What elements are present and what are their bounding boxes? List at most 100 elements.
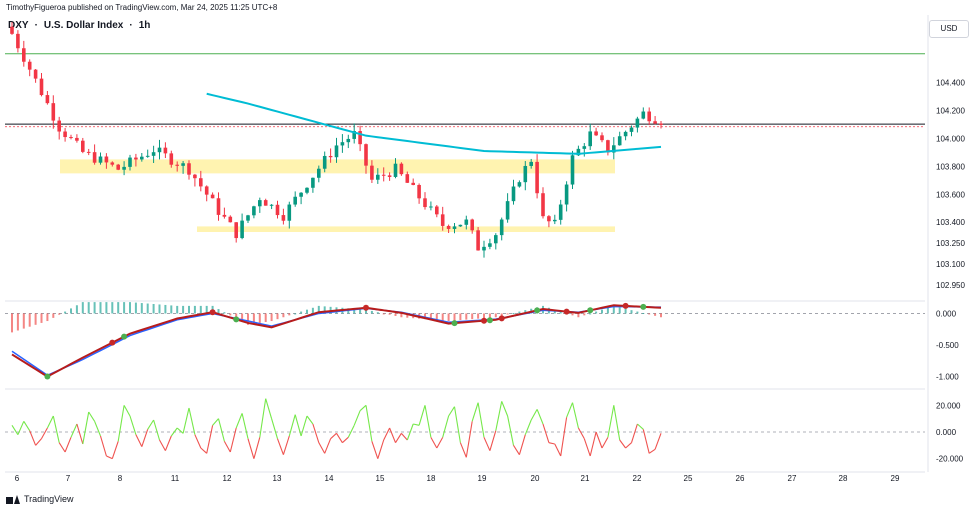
oscillator-line [413, 423, 420, 426]
oscillator-line [566, 402, 574, 418]
macd-histogram-bar [52, 313, 55, 318]
oscillator-line [52, 415, 60, 443]
x-axis-tick: 11 [171, 474, 180, 483]
crossover-dot [109, 339, 116, 346]
oscillator-line [430, 437, 438, 449]
candle-body [352, 131, 356, 139]
oscillator-line [117, 405, 125, 442]
oscillator-line [465, 421, 473, 458]
candle-body [476, 230, 480, 251]
macd-histogram-bar [64, 311, 67, 314]
oscillator-line [530, 409, 538, 421]
oscillator-line [424, 405, 432, 438]
candle-body [193, 174, 197, 179]
candle-body [246, 215, 250, 221]
candle-body [387, 175, 392, 177]
candle-body [600, 135, 604, 141]
macd-histogram-bar [164, 304, 167, 314]
candle-body [128, 157, 132, 167]
candle-body [499, 219, 504, 236]
macd-histogram-bar [601, 309, 603, 314]
y-axis-tick-main: 103.100 [936, 260, 965, 269]
oscillator-line [436, 437, 444, 449]
tradingview-logo-icon [6, 494, 20, 504]
oscillator-line [135, 434, 143, 447]
x-axis-tick: 22 [633, 474, 642, 483]
candle-body [558, 204, 563, 220]
macd-histogram-bar [117, 302, 120, 314]
macd-histogram-bar [282, 313, 285, 318]
macd-histogram-bar [58, 313, 61, 315]
macd-histogram-bar [382, 313, 385, 315]
candle-body [39, 78, 44, 96]
x-axis-tick: 15 [376, 474, 385, 483]
candle-body [163, 147, 168, 154]
oscillator-line [607, 405, 615, 438]
oscillator-line [595, 431, 603, 449]
macd-histogram-bar [176, 305, 179, 314]
macd-histogram-bar [99, 302, 102, 314]
oscillator-line [336, 433, 343, 443]
y-axis-tick-main: 104.400 [936, 79, 965, 88]
candle-body [576, 148, 581, 156]
support-zone [197, 226, 615, 232]
oscillator-line [288, 414, 296, 437]
currency-button[interactable]: USD [929, 20, 969, 38]
macd-histogram-bar [182, 305, 185, 314]
oscillator-line [17, 421, 25, 435]
macd-histogram-bar [252, 313, 255, 324]
y-axis-tick-main: 102.950 [936, 281, 965, 290]
macd-histogram-bar [435, 313, 438, 321]
oscillator-line [548, 442, 555, 445]
oscillator-line [312, 423, 320, 443]
macd-histogram-bar [595, 311, 598, 314]
oscillator-line [442, 415, 450, 438]
macd-histogram-bar [241, 313, 244, 322]
x-axis-tick: 12 [223, 474, 232, 483]
oscillator-line [365, 405, 373, 442]
chart-title: DXY · U.S. Dollar Index · 1h [8, 20, 150, 31]
macd-histogram-bar [488, 313, 491, 318]
macd-histogram-bar [199, 305, 202, 314]
macd-histogram-bar [229, 313, 232, 316]
resistance-zone [60, 159, 615, 174]
macd-histogram-bar [654, 313, 657, 316]
macd-histogram-bar [134, 302, 137, 314]
macd-histogram-bar [152, 304, 155, 314]
y-axis-tick-oscillator: -20.000 [936, 455, 964, 464]
macd-line [11, 304, 662, 378]
oscillator-line [76, 423, 84, 445]
candle-body [399, 163, 404, 175]
crossover-dot [498, 315, 505, 322]
macd-histogram-bar [223, 312, 226, 314]
candle-body [134, 157, 138, 160]
macd-histogram-bar [264, 313, 267, 322]
candle-body [81, 140, 85, 152]
oscillator-line [619, 439, 627, 449]
candle-body [311, 177, 315, 188]
symbol-name: U.S. Dollar Index [43, 20, 124, 31]
oscillator-line [418, 405, 426, 426]
footer-brand[interactable]: TradingView [6, 494, 74, 504]
oscillator-line [64, 437, 72, 453]
candle-body [594, 131, 598, 136]
x-axis-tick: 25 [684, 474, 693, 483]
macd-histogram-bar [359, 309, 362, 314]
macd-histogram-bar [170, 305, 173, 314]
candle-body [263, 200, 268, 206]
macd-histogram-bar [188, 305, 190, 314]
signal-line [11, 305, 662, 377]
oscillator-line [241, 413, 249, 439]
oscillator-line [153, 419, 161, 441]
crossover-dot [363, 304, 369, 311]
oscillator-line [453, 406, 461, 443]
oscillator-line [123, 405, 131, 417]
macd-histogram-bar [158, 304, 161, 314]
macd-histogram-bar [494, 313, 497, 318]
macd-histogram-bar [16, 313, 19, 331]
macd-histogram-bar [512, 312, 515, 314]
x-axis-tick: 28 [839, 474, 848, 483]
crossover-dot [233, 316, 240, 323]
macd-histogram-bar [247, 313, 249, 325]
